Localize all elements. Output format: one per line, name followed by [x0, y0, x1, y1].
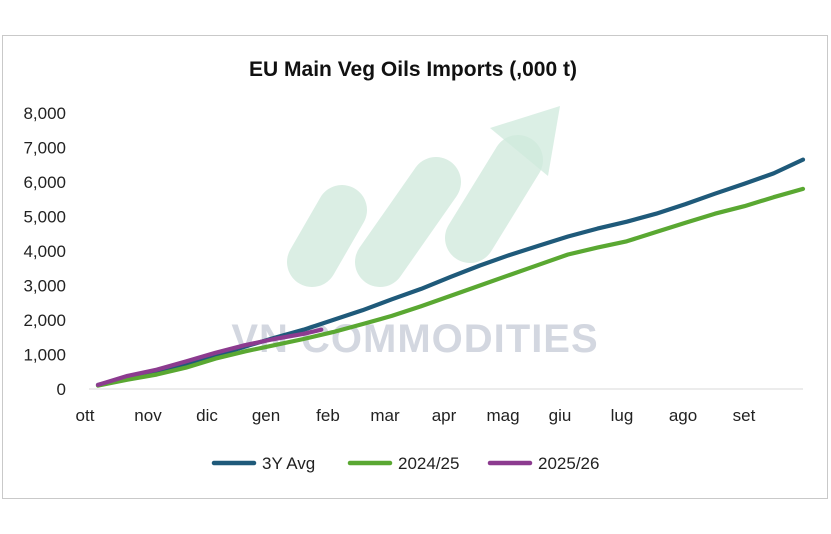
x-tick-label-dic: dic — [196, 406, 218, 425]
series-line-2024-25 — [95, 186, 806, 388]
chart-frame — [2, 35, 828, 499]
y-tick-label: 6,000 — [23, 173, 66, 192]
legend-label-1: 2024/25 — [398, 454, 459, 473]
y-tick-label: 2,000 — [23, 311, 66, 330]
legend-label-2: 2025/26 — [538, 454, 599, 473]
x-tick-label-gen: gen — [252, 406, 280, 425]
x-tick-label-lug: lug — [611, 406, 634, 425]
x-tick-label-apr: apr — [432, 406, 457, 425]
y-tick-label: 1,000 — [23, 346, 66, 365]
x-tick-label-ago: ago — [669, 406, 697, 425]
x-tick-label-set: set — [733, 406, 756, 425]
x-tick-label-ott: ott — [76, 406, 95, 425]
legend: 3Y Avg 2024/25 2025/26 — [211, 454, 599, 473]
x-tick-label-mag: mag — [486, 406, 519, 425]
y-tick-label: 4,000 — [23, 242, 66, 261]
series-lines — [95, 157, 806, 388]
x-tick-label-nov: nov — [134, 406, 162, 425]
y-tick-label: 0 — [57, 380, 66, 399]
series-line-3y-avg — [95, 157, 806, 387]
chart-title: EU Main Veg Oils Imports (,000 t) — [249, 58, 577, 81]
y-tick-label: 3,000 — [23, 277, 66, 296]
series-line-2025-26 — [95, 327, 324, 387]
x-axis: ott nov dic gen feb mar apr mag giu lug ago set — [76, 406, 756, 425]
y-tick-label: 8,000 — [23, 104, 66, 123]
y-tick-label: 5,000 — [23, 208, 66, 227]
x-tick-label-mar: mar — [370, 406, 400, 425]
y-tick-label: 7,000 — [23, 139, 66, 158]
x-tick-label-giu: giu — [549, 406, 572, 425]
watermark-logo — [287, 106, 560, 287]
x-tick-label-feb: feb — [316, 406, 340, 425]
legend-label-0: 3Y Avg — [262, 454, 315, 473]
y-axis: 0 1,000 2,000 3,000 4,000 5,000 6,000 7,000 8,00… — [23, 104, 66, 399]
watermark-text: VN COMMODITIES — [231, 317, 598, 361]
